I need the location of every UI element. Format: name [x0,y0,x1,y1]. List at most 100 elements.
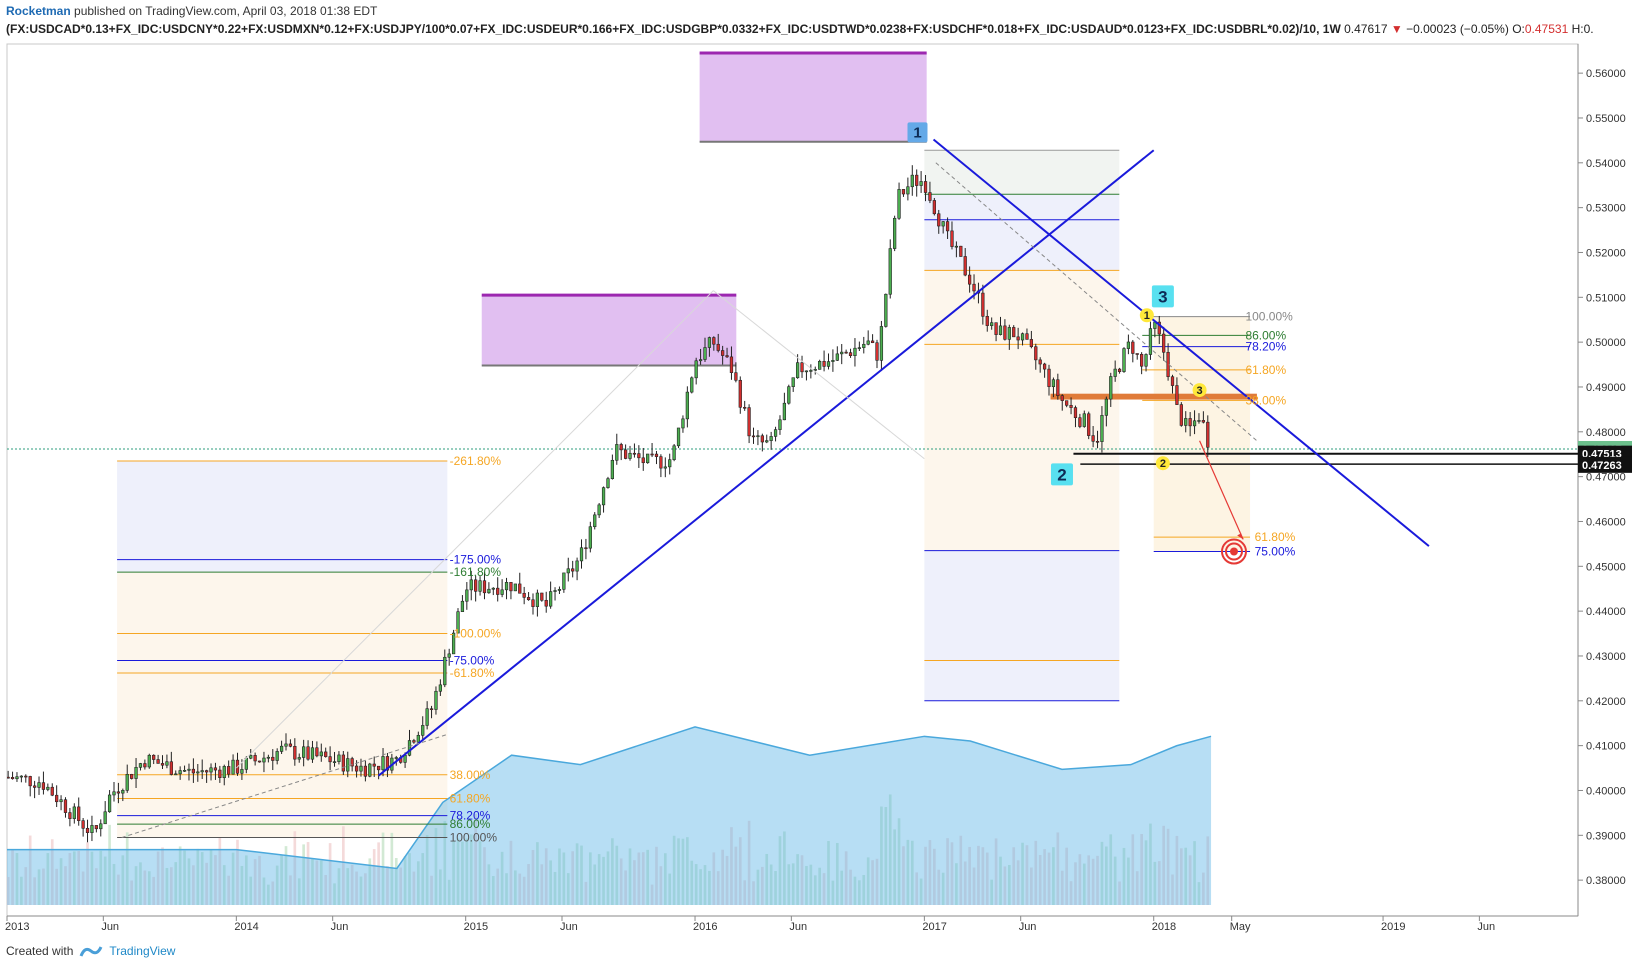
volume-bar [597,854,601,905]
volume-bar [835,842,839,905]
candle-body [178,770,182,775]
volume-bar [866,857,870,905]
volume-bar [1012,847,1016,905]
volume-bar [871,860,874,905]
volume-bar [769,864,773,905]
symbol-formula[interactable]: (FX:USDCAD*0.13+FX_IDC:USDCNY*0.22+FX:US… [6,22,1341,36]
price-tick-label: 0.44000 [1586,606,1626,618]
volume-bar [399,867,402,905]
volume-bar [822,873,826,905]
volume-bar [355,871,358,905]
volume-bar [721,849,724,905]
candle-body [156,759,160,764]
candle-body [152,754,156,760]
volume-bar [1153,861,1157,905]
candle-body [729,356,734,373]
candle-body [606,478,610,488]
volume-bar [1113,856,1117,905]
volume-bar [267,884,270,905]
volume-bar [37,869,41,905]
volume-bar [1060,870,1064,905]
fib-level-label: 78.20% [1245,340,1286,354]
volume-bar [324,875,328,905]
volume-bar [1180,848,1183,905]
volume-bar [884,807,888,905]
candle-body [725,355,729,358]
candle-body [601,487,606,506]
candle-body [1073,407,1078,418]
fib-zone-lower [117,572,448,838]
candle-body [249,755,253,759]
price-tick-label: 0.48000 [1586,427,1626,439]
volume-bar [1100,841,1104,905]
price-tick-label: 0.54000 [1586,158,1626,170]
candle-body [756,435,760,438]
volume-bar [668,873,672,905]
volume-bar [611,838,614,905]
volume-bar [117,874,120,905]
candle-body [862,343,866,348]
volume-bar [68,852,72,905]
volume-bar [862,875,866,905]
candle-body [663,466,667,469]
volume-bar [1105,846,1108,905]
volume-bar [139,862,142,905]
tradingview-brand-link[interactable]: TradingView [109,944,176,958]
candle-body [504,582,509,591]
volume-bar [924,846,927,905]
fib-level-label: -61.80% [450,666,495,680]
candle-body [800,362,804,373]
fib-level-label: 38.00% [1245,393,1286,407]
volume-bar [95,868,98,905]
candle-body [1025,333,1029,340]
price-tick-label: 0.50000 [1586,337,1626,349]
candle-body [55,794,59,803]
downtrend-line [932,138,1430,547]
time-tick-label: Jun [560,921,578,933]
volume-bar [844,851,848,905]
candle-body [782,402,787,421]
footer: Created with TradingView [6,944,175,958]
volume-bar [672,835,676,905]
volume-bar [959,835,963,905]
volume-bar [1021,842,1024,905]
candle-body [1065,400,1069,406]
candle-body [619,444,623,451]
candle-body [566,568,570,574]
candle-body [407,740,412,756]
candle-body [773,429,778,437]
volume-bar [977,845,980,905]
author-name[interactable]: Rocketman [6,4,71,18]
volume-bar [1149,823,1152,905]
candle-body [465,589,469,602]
volume-bar [1096,855,1099,905]
volume-bar [297,878,301,905]
volume-bar [491,876,495,905]
volume-bar [1175,835,1179,905]
wave-label-box [1155,456,1170,471]
volume-bar [478,841,482,905]
volume-bar [200,852,204,905]
candle-body [747,407,751,437]
volume-bar [1043,849,1046,905]
candle-body [46,786,50,790]
volume-bar [205,862,208,905]
candle-body [672,445,676,460]
candle-body [94,825,98,830]
candle-body [174,773,178,776]
volume-bar [72,851,76,905]
target-arrow-head [1237,533,1244,540]
candle-body [213,767,218,771]
volume-bar [677,838,680,905]
candle-body [853,347,857,357]
fib-level-label: 86.00% [450,817,491,831]
volume-bar [500,851,504,905]
volume-bar [178,846,182,905]
target-icon [1229,547,1238,556]
candle-body [1069,405,1073,408]
volume-bar [456,838,460,905]
volume-bar [496,868,500,905]
volume-bar [262,877,266,905]
volume-bar [161,847,164,905]
